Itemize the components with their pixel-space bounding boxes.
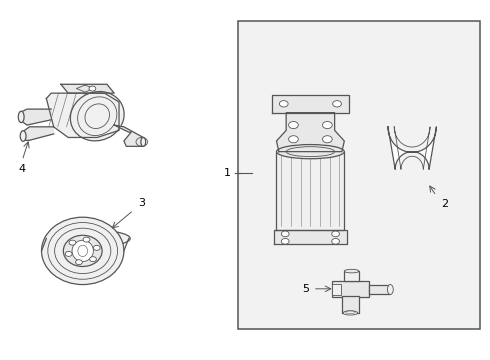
Ellipse shape	[20, 131, 26, 141]
Circle shape	[83, 237, 90, 242]
Ellipse shape	[42, 217, 124, 284]
Ellipse shape	[72, 240, 94, 261]
Ellipse shape	[388, 284, 393, 294]
Polygon shape	[114, 125, 143, 146]
Ellipse shape	[18, 111, 24, 123]
Polygon shape	[388, 127, 437, 169]
Circle shape	[322, 136, 332, 143]
Polygon shape	[20, 109, 51, 125]
Ellipse shape	[276, 145, 344, 159]
Circle shape	[332, 231, 340, 237]
Polygon shape	[276, 113, 344, 152]
Text: 4: 4	[19, 164, 25, 174]
Ellipse shape	[343, 311, 358, 315]
Circle shape	[281, 231, 289, 237]
Bar	[368, 284, 391, 294]
Circle shape	[89, 86, 96, 91]
Circle shape	[289, 136, 298, 143]
Text: 2: 2	[441, 199, 448, 210]
Ellipse shape	[344, 269, 359, 273]
Circle shape	[322, 122, 332, 129]
Polygon shape	[61, 84, 114, 93]
Circle shape	[332, 238, 340, 244]
Ellipse shape	[141, 138, 146, 146]
Text: 5: 5	[302, 284, 309, 294]
Bar	[238, 21, 480, 329]
Polygon shape	[274, 230, 347, 244]
Text: 3: 3	[138, 198, 146, 208]
Circle shape	[69, 240, 76, 245]
Bar	[332, 281, 368, 297]
Circle shape	[65, 251, 72, 256]
Bar	[342, 296, 359, 313]
Polygon shape	[271, 95, 349, 113]
Polygon shape	[22, 127, 53, 140]
Circle shape	[333, 100, 342, 107]
Polygon shape	[276, 152, 344, 230]
Circle shape	[281, 238, 289, 244]
Circle shape	[90, 257, 97, 262]
Circle shape	[289, 122, 298, 129]
Circle shape	[94, 246, 100, 250]
Polygon shape	[47, 93, 119, 138]
Ellipse shape	[45, 230, 130, 247]
Ellipse shape	[63, 235, 102, 266]
Circle shape	[279, 100, 288, 107]
Ellipse shape	[71, 91, 124, 141]
Text: 1: 1	[223, 168, 230, 178]
Bar	[344, 271, 359, 281]
Bar	[332, 284, 341, 295]
Circle shape	[75, 260, 82, 265]
